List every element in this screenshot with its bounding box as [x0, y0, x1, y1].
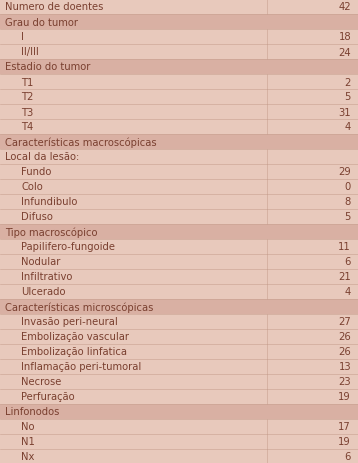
Text: Perfuração: Perfuração	[21, 392, 74, 401]
Text: Nx: Nx	[21, 451, 34, 462]
Text: 8: 8	[345, 197, 351, 207]
Bar	[0, 389, 358, 404]
Text: No: No	[21, 422, 34, 432]
Bar	[0, 45, 358, 60]
Text: Invasão peri-neural: Invasão peri-neural	[21, 317, 118, 327]
Text: Numero de doentes: Numero de doentes	[5, 2, 103, 13]
Text: 11: 11	[338, 242, 351, 252]
Text: Fundo: Fundo	[21, 167, 52, 177]
Text: 4: 4	[345, 287, 351, 297]
Bar	[0, 135, 358, 150]
Bar	[0, 194, 358, 210]
Text: Ulcerado: Ulcerado	[21, 287, 66, 297]
Text: 26: 26	[338, 332, 351, 342]
Text: 26: 26	[338, 347, 351, 357]
Text: T4: T4	[21, 122, 33, 132]
Text: II/III: II/III	[21, 47, 39, 57]
Bar	[0, 75, 358, 90]
Bar	[0, 15, 358, 30]
Text: 29: 29	[338, 167, 351, 177]
Text: 4: 4	[345, 122, 351, 132]
Text: 27: 27	[338, 317, 351, 327]
Bar	[0, 225, 358, 239]
Bar	[0, 0, 358, 15]
Text: Características microscópicas: Características microscópicas	[5, 301, 153, 312]
Text: Características macroscópicas: Características macroscópicas	[5, 137, 157, 147]
Text: T3: T3	[21, 107, 33, 117]
Text: Embolização vascular: Embolização vascular	[21, 332, 129, 342]
Text: Linfonodos: Linfonodos	[5, 407, 59, 417]
Text: 24: 24	[338, 47, 351, 57]
Text: I: I	[21, 32, 24, 43]
Bar	[0, 269, 358, 284]
Bar	[0, 284, 358, 300]
Text: 5: 5	[345, 212, 351, 222]
Bar	[0, 105, 358, 120]
Bar	[0, 449, 358, 463]
Bar	[0, 90, 358, 105]
Text: Embolização linfatica: Embolização linfatica	[21, 347, 127, 357]
Text: 21: 21	[338, 272, 351, 282]
Bar	[0, 60, 358, 75]
Text: 23: 23	[338, 377, 351, 387]
Bar	[0, 210, 358, 225]
Bar	[0, 165, 358, 180]
Text: Grau do tumor: Grau do tumor	[5, 18, 78, 27]
Text: 18: 18	[338, 32, 351, 43]
Text: 42: 42	[338, 2, 351, 13]
Bar	[0, 180, 358, 194]
Text: 31: 31	[338, 107, 351, 117]
Bar	[0, 329, 358, 344]
Bar	[0, 374, 358, 389]
Bar	[0, 419, 358, 434]
Bar	[0, 359, 358, 374]
Bar	[0, 150, 358, 165]
Text: Infiltrativo: Infiltrativo	[21, 272, 72, 282]
Text: 19: 19	[338, 437, 351, 446]
Bar	[0, 314, 358, 329]
Text: 0: 0	[345, 182, 351, 192]
Bar	[0, 30, 358, 45]
Text: 13: 13	[338, 362, 351, 372]
Text: Necrose: Necrose	[21, 377, 61, 387]
Text: Inflamação peri-tumoral: Inflamação peri-tumoral	[21, 362, 141, 372]
Text: 2: 2	[345, 77, 351, 88]
Text: 19: 19	[338, 392, 351, 401]
Bar	[0, 239, 358, 255]
Text: Tipo macroscópico: Tipo macroscópico	[5, 227, 97, 237]
Text: Papilifero-fungoide: Papilifero-fungoide	[21, 242, 115, 252]
Bar	[0, 344, 358, 359]
Bar	[0, 404, 358, 419]
Bar	[0, 255, 358, 269]
Text: 5: 5	[345, 92, 351, 102]
Text: Estadio do tumor: Estadio do tumor	[5, 63, 90, 72]
Text: Difuso: Difuso	[21, 212, 53, 222]
Text: T1: T1	[21, 77, 33, 88]
Text: 6: 6	[345, 451, 351, 462]
Text: T2: T2	[21, 92, 33, 102]
Text: N1: N1	[21, 437, 35, 446]
Text: 17: 17	[338, 422, 351, 432]
Bar	[0, 120, 358, 135]
Bar	[0, 434, 358, 449]
Text: 6: 6	[345, 257, 351, 267]
Bar	[0, 300, 358, 314]
Text: Infundibulo: Infundibulo	[21, 197, 77, 207]
Text: Colo: Colo	[21, 182, 43, 192]
Text: Nodular: Nodular	[21, 257, 61, 267]
Text: Local da lesão:: Local da lesão:	[5, 152, 79, 162]
